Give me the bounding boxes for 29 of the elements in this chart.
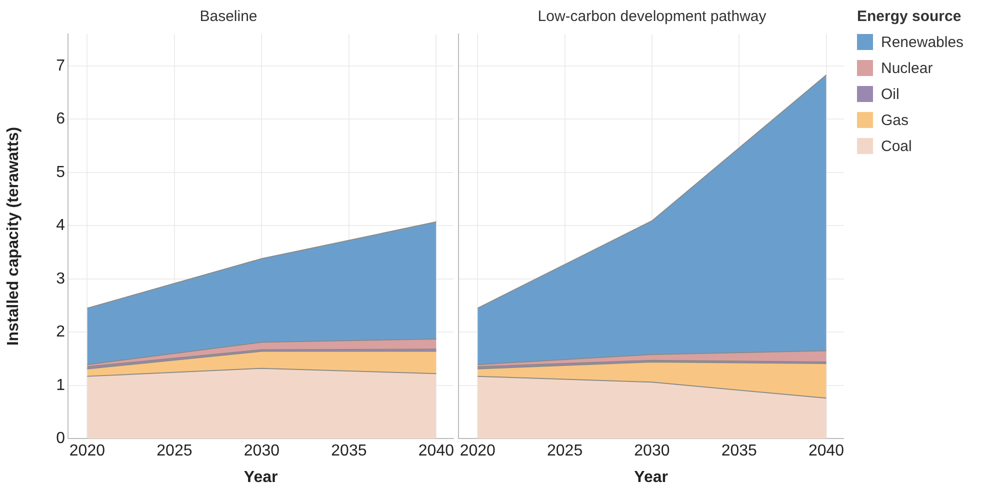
x-tick-label: 2035 [721,442,758,460]
x-tick-label: 2025 [156,442,192,460]
x-tick-label: 2030 [244,442,280,460]
chart-title: Baseline [200,8,258,26]
y-tick-label: 6 [56,110,66,128]
x-tick-label: 2025 [546,442,583,460]
x-axis-title: Year [244,468,278,486]
legend-title: Energy source [857,8,962,25]
legend-label: Oil [881,86,900,102]
y-axis-title: Installed capacity (terawatts) [5,126,22,346]
legend-label: Nuclear [881,60,933,76]
y-tick-label: 1 [56,376,66,394]
y-tick-label: 4 [56,217,66,234]
y-tick-label: 3 [56,270,66,288]
chart-title: Low-carbon development pathway [538,8,767,26]
y-tick-label: 2 [56,324,66,341]
y-tick-label: 0 [56,430,66,448]
x-tick-label: 2040 [418,442,454,460]
y-tick-label: 7 [56,57,66,74]
legend-label: Renewables [881,34,964,50]
legend-label: Gas [881,112,909,128]
x-tick-label: 2035 [331,442,367,460]
x-tick-label: 2020 [460,442,496,460]
x-tick-label: 2030 [634,442,670,460]
y-tick-label: 5 [56,164,66,181]
x-tick-label: 2020 [69,442,106,460]
x-axis-title: Year [634,468,668,486]
x-tick-label: 2040 [808,442,844,460]
legend-label: Coal [881,138,912,154]
